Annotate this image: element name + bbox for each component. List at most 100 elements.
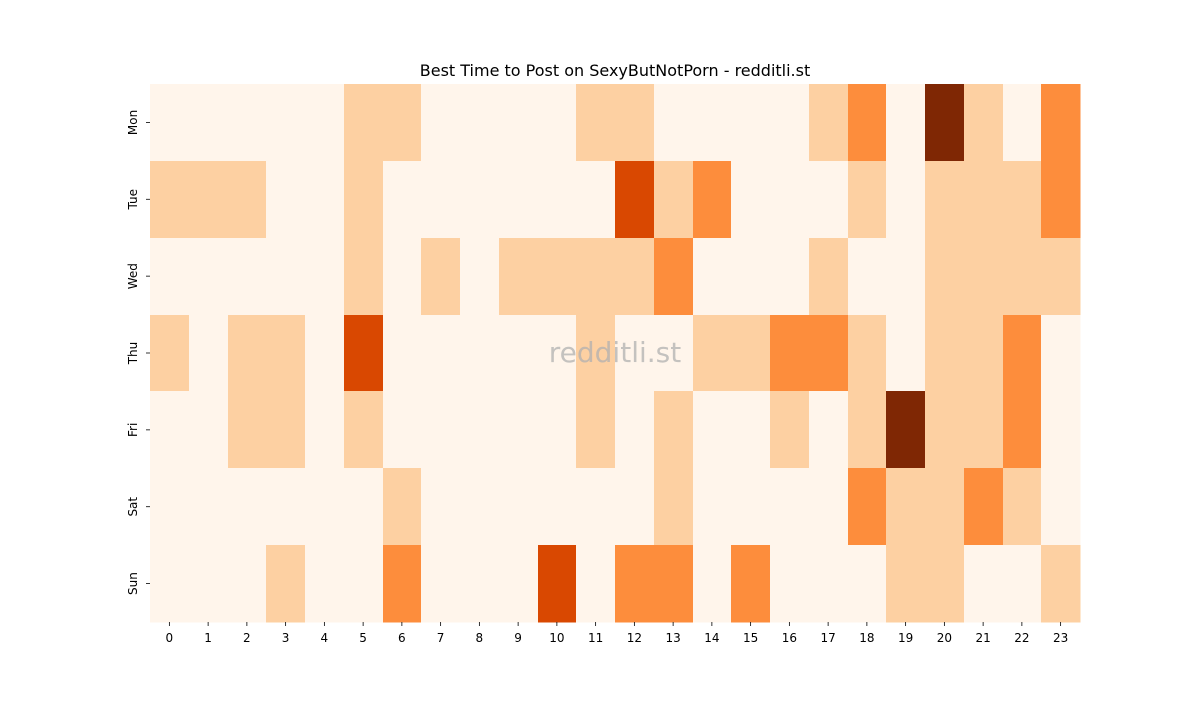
heatmap-cell-wed-5: [344, 238, 384, 316]
heatmap-cell-tue-10: [538, 161, 577, 239]
x-tick-label: 13: [665, 631, 680, 645]
heatmap-cell-thu-9: [499, 315, 539, 392]
y-tick-label: Sun: [126, 572, 140, 595]
heatmap-cell-sat-11: [576, 468, 616, 546]
y-axis-ticks: Mon Tue Wed Thu Fri Sat Sun: [126, 110, 150, 595]
heatmap-cell-fri-11: [576, 391, 616, 469]
heatmap-cell-sat-22: [1003, 468, 1042, 546]
x-tick-label: 1: [204, 631, 212, 645]
heatmap-cell-wed-20: [925, 238, 965, 316]
x-tick-label: 5: [359, 631, 367, 645]
heatmap-cell-fri-2: [228, 391, 267, 469]
watermark: redditli.st: [549, 336, 681, 369]
heatmap-cell-sun-6: [383, 545, 422, 623]
heatmap-cell-sat-17: [809, 468, 849, 546]
x-tick-label: 18: [859, 631, 874, 645]
heatmap-cell-fri-23: [1041, 391, 1081, 469]
x-tick-label: 21: [975, 631, 990, 645]
x-tick-label: 20: [937, 631, 952, 645]
heatmap-cell-fri-19: [886, 391, 926, 469]
heatmap-cell-tue-12: [615, 161, 655, 239]
heatmap-cell-thu-6: [383, 315, 422, 392]
heatmap-cell-wed-11: [576, 238, 616, 316]
heatmap-cell-thu-22: [1003, 315, 1042, 392]
x-tick-label: 17: [820, 631, 835, 645]
heatmap-cell-wed-21: [964, 238, 1004, 316]
heatmap-cell-wed-10: [538, 238, 577, 316]
heatmap-cell-tue-13: [654, 161, 694, 239]
heatmap-cell-thu-5: [344, 315, 384, 392]
heatmap-cell-fri-22: [1003, 391, 1042, 469]
heatmap-cell-tue-16: [770, 161, 810, 239]
heatmap-cell-thu-7: [421, 315, 461, 392]
heatmap-cell-fri-1: [189, 391, 229, 469]
heatmap-cell-wed-7: [421, 238, 461, 316]
y-tick-label: Thu: [126, 342, 140, 366]
heatmap-cell-wed-1: [189, 238, 229, 316]
heatmap-cell-tue-1: [189, 161, 229, 239]
heatmap-cell-thu-20: [925, 315, 965, 392]
heatmap-cell-wed-15: [731, 238, 771, 316]
heatmap-cell-fri-7: [421, 391, 461, 469]
heatmap-cell-wed-17: [809, 238, 849, 316]
heatmap-cell-sun-2: [228, 545, 267, 623]
heatmap-cell-tue-15: [731, 161, 771, 239]
heatmap-cell-wed-13: [654, 238, 694, 316]
heatmap-cell-fri-15: [731, 391, 771, 469]
heatmap-cell-mon-22: [1003, 84, 1042, 162]
x-tick-label: 6: [398, 631, 406, 645]
x-tick-label: 22: [1014, 631, 1029, 645]
heatmap-cell-wed-6: [383, 238, 422, 316]
heatmap-cell-tue-23: [1041, 161, 1081, 239]
x-tick-label: 16: [782, 631, 797, 645]
heatmap-cell-sat-9: [499, 468, 539, 546]
heatmap-cell-wed-2: [228, 238, 267, 316]
x-tick-label: 23: [1053, 631, 1068, 645]
x-tick-label: 19: [898, 631, 913, 645]
heatmap-cell-mon-13: [654, 84, 694, 162]
heatmap-cell-sun-7: [421, 545, 461, 623]
heatmap-cell-tue-8: [460, 161, 500, 239]
heatmap-cell-wed-9: [499, 238, 539, 316]
heatmap-cell-sun-14: [693, 545, 732, 623]
heatmap-cell-wed-0: [150, 238, 190, 316]
heatmap-cell-sun-18: [848, 545, 887, 623]
heatmap-cell-sun-19: [886, 545, 926, 623]
heatmap-cell-mon-16: [770, 84, 810, 162]
heatmap-cell-mon-7: [421, 84, 461, 162]
heatmap-cell-sat-4: [305, 468, 345, 546]
heatmap-cell-mon-15: [731, 84, 771, 162]
heatmap-cell-mon-4: [305, 84, 345, 162]
heatmap-cell-sun-5: [344, 545, 384, 623]
heatmap-cell-mon-2: [228, 84, 267, 162]
heatmap-cell-thu-16: [770, 315, 810, 392]
heatmap-cell-tue-5: [344, 161, 384, 239]
heatmap-cell-thu-19: [886, 315, 926, 392]
heatmap-cell-thu-8: [460, 315, 500, 392]
heatmap-cell-thu-10: [538, 315, 577, 392]
heatmap-cell-tue-6: [383, 161, 422, 239]
heatmap-cell-sun-4: [305, 545, 345, 623]
x-tick-label: 4: [321, 631, 329, 645]
heatmap-cell-sat-3: [266, 468, 306, 546]
x-tick-label: 9: [514, 631, 522, 645]
heatmap-cell-sun-17: [809, 545, 849, 623]
heatmap-cell-sun-0: [150, 545, 190, 623]
heatmap-cell-sun-21: [964, 545, 1004, 623]
heatmap-cell-mon-11: [576, 84, 616, 162]
heatmap-cell-wed-18: [848, 238, 887, 316]
heatmap-cell-tue-11: [576, 161, 616, 239]
heatmap-cell-mon-23: [1041, 84, 1081, 162]
heatmap-cell-sat-0: [150, 468, 190, 546]
heatmap-cell-fri-14: [693, 391, 732, 469]
heatmap-cell-thu-13: [654, 315, 694, 392]
y-tick-label: Sat: [126, 497, 140, 517]
heatmap-cell-thu-1: [189, 315, 229, 392]
heatmap-cell-fri-5: [344, 391, 384, 469]
heatmap-cell-wed-19: [886, 238, 926, 316]
x-tick-label: 0: [166, 631, 174, 645]
heatmap-cell-wed-3: [266, 238, 306, 316]
chart-title: Best Time to Post on SexyButNotPorn - re…: [420, 61, 811, 80]
heatmap-cell-sat-21: [964, 468, 1004, 546]
